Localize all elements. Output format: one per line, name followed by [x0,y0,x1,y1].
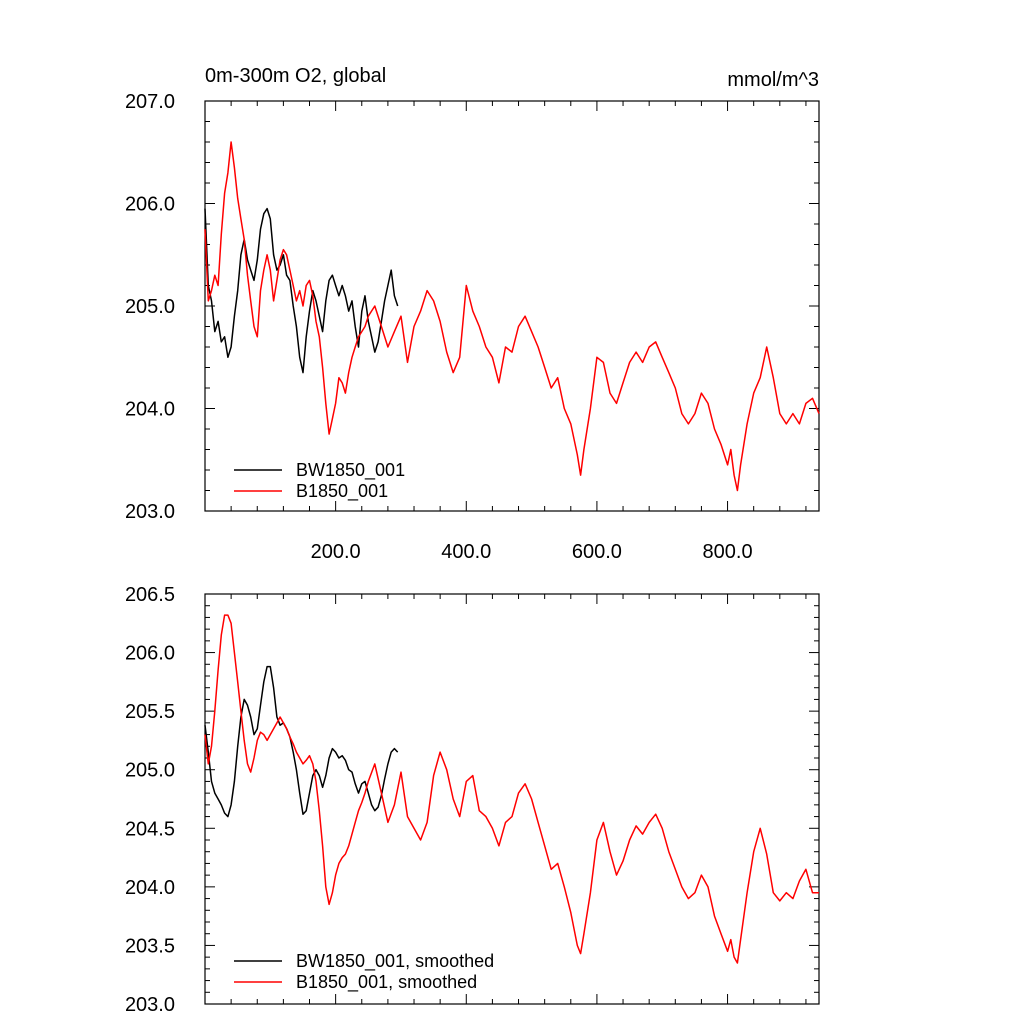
top-y-tick-label: 207.0 [125,91,175,113]
top-x-tick-label: 200.0 [311,541,361,563]
bottom-y-tick-label: 203.0 [125,994,175,1016]
top-chart-ticks: 203.0 204.0 205.0 206.0 207.0 200.0 400.0 600.0… [125,91,819,563]
top-y-tick-label: 204.0 [125,399,175,421]
bottom-y-tick-label: 205.5 [125,701,175,723]
bottom-y-tick-label: 204.5 [125,818,175,840]
top-chart-units: mmol/m^3 [727,69,819,91]
top-y-tick-label: 203.0 [125,501,175,523]
top-y-tick-label: 205.0 [125,296,175,318]
bottom-y-tick-label: 203.5 [125,935,175,957]
legend-label-b1850-smoothed: B1850_001, smoothed [296,972,477,993]
legend-label-bw1850-smoothed: BW1850_001, smoothed [296,951,494,972]
top-chart-series [204,141,820,492]
top-chart-frame [204,100,820,512]
bottom-series-line-0 [204,665,399,818]
top-x-tick-label: 600.0 [572,541,622,563]
top-y-tick-label: 206.0 [125,194,175,216]
legend-label-bw1850: BW1850_001 [296,460,405,481]
bottom-chart-series [204,614,819,964]
bottom-y-tick-label: 205.0 [125,760,175,782]
bottom-y-tick-label: 206.0 [125,643,175,665]
top-chart-title: 0m-300m O2, global [205,65,386,87]
top-chart-legend: BW1850_001 B1850_001 [234,460,405,502]
top-x-tick-label: 400.0 [441,541,491,563]
top-series-line-1 [204,141,820,492]
top-x-tick-label: 800.0 [703,541,753,563]
bottom-series-line-1 [204,614,819,964]
bottom-chart-panel: 203.0 203.5 204.0 204.5 205.0 205.5 206.0 206.5… [125,584,820,1016]
bottom-y-tick-label: 206.5 [125,584,175,606]
bottom-chart-frame [204,593,820,1005]
legend-label-b1850: B1850_001 [296,481,388,502]
bottom-chart-legend: BW1850_001, smoothed B1850_001, smoothed [234,951,494,993]
bottom-chart-ticks: 203.0 203.5 204.0 204.5 205.0 205.5 206.0 206.5 [125,584,819,1016]
top-chart-panel: 0m-300m O2, global mmol/m^3 203.0204.020… [125,65,820,563]
bottom-y-tick-label: 204.0 [125,877,175,899]
top-series-line-0 [204,207,399,374]
